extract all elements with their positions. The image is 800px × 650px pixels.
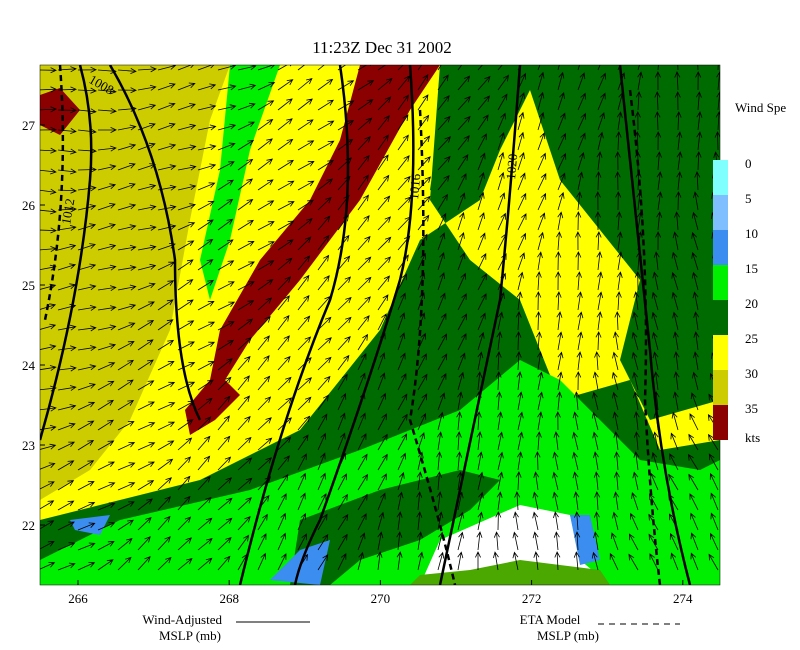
axes: 266 268 270 272 274 22 23 24 25 26 27 (22, 118, 693, 606)
region (40, 88, 80, 135)
region (410, 560, 610, 585)
legend-swatch (713, 230, 728, 265)
legend-unit: kts (745, 430, 760, 445)
y-tick-label: 26 (22, 198, 36, 213)
region (185, 65, 440, 435)
y-tick-label: 22 (22, 518, 35, 533)
legend-label: 20 (745, 296, 758, 311)
x-tick-label: 270 (371, 591, 391, 606)
footer-label: MSLP (mb) (537, 628, 599, 643)
legend-swatch (713, 160, 728, 195)
contour-label: 1020 (503, 153, 520, 180)
legend-label: 25 (745, 331, 758, 346)
region (200, 65, 280, 300)
region (430, 70, 500, 200)
x-tick-label: 266 (68, 591, 88, 606)
legend-title: Wind Spe (735, 100, 786, 115)
x-tick-label: 272 (522, 591, 542, 606)
x-tick-label: 274 (673, 591, 693, 606)
legend-swatch (713, 405, 728, 440)
footer-label: Wind-Adjusted (142, 612, 222, 627)
legend-swatch (713, 300, 728, 335)
footer-label: MSLP (mb) (159, 628, 221, 643)
legend-label: 0 (745, 156, 752, 171)
map-title: 11:23Z Dec 31 2002 (312, 38, 452, 57)
y-tick-label: 27 (22, 118, 36, 133)
y-tick-label: 25 (22, 278, 35, 293)
y-tick-label: 23 (22, 438, 35, 453)
wind-field (40, 65, 720, 585)
legend-label: 10 (745, 226, 758, 241)
contour-label: 1012 (58, 197, 77, 225)
footer-label: ETA Model (520, 612, 581, 627)
legend-swatch (713, 335, 728, 370)
contour-label: 1016 (406, 173, 423, 201)
y-tick-label: 24 (22, 358, 36, 373)
legend-swatch (713, 195, 728, 230)
region (420, 505, 610, 585)
legend: Wind Spe 0 5 10 15 20 25 30 35 kts (713, 100, 786, 445)
legend-label: 35 (745, 401, 758, 416)
wind-arrows (40, 65, 720, 571)
legend-label: 30 (745, 366, 758, 381)
legend-swatch (713, 370, 728, 405)
isobars (40, 65, 692, 585)
legend-label: 15 (745, 261, 758, 276)
x-tick-label: 268 (219, 591, 239, 606)
region (40, 65, 230, 500)
eta-isobars (43, 65, 662, 585)
legend-label: 5 (745, 191, 752, 206)
legend-swatch (713, 265, 728, 300)
